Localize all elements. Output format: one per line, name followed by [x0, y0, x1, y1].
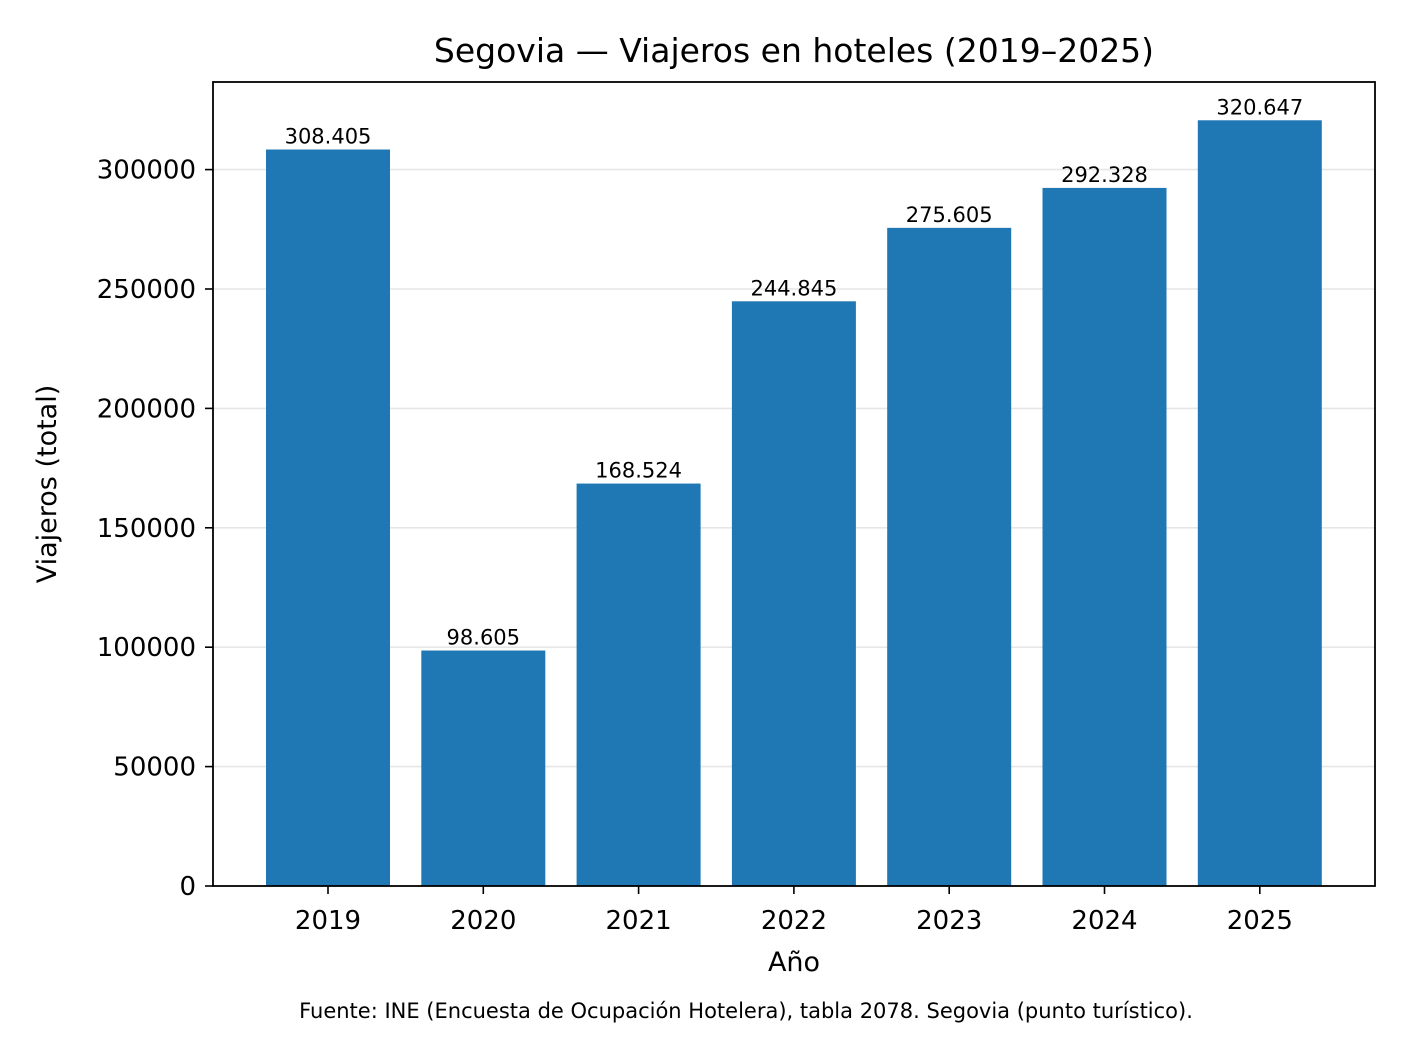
y-tick-label: 300000	[97, 156, 196, 186]
bar-2019	[266, 149, 390, 887]
source-note: Fuente: INE (Encuesta de Ocupación Hotel…	[299, 999, 1193, 1023]
data-label-2024: 292.328	[1061, 163, 1148, 187]
bar-2020	[421, 650, 546, 886]
bar-2024	[1042, 187, 1167, 887]
y-tick-label: 100000	[97, 633, 196, 663]
x-tick-label: 2021	[606, 906, 672, 936]
y-tick-label: 200000	[97, 394, 196, 424]
y-tick-label: 0	[179, 872, 196, 902]
y-tick-label: 250000	[97, 275, 196, 305]
y-tick-label: 150000	[97, 514, 196, 544]
data-label-2019: 308.405	[285, 125, 372, 149]
x-tick-label: 2020	[450, 906, 516, 936]
bar-2025	[1197, 120, 1322, 887]
bars	[266, 120, 1322, 887]
x-tick-label: 2022	[761, 906, 827, 936]
x-axis-ticks: 2019 2020 2021 2022 2023 2024 2025	[295, 886, 1293, 936]
bar-2021	[576, 483, 701, 886]
x-tick-label: 2024	[1071, 906, 1137, 936]
y-axis-label: Viajeros (total)	[32, 385, 63, 584]
chart-title: Segovia — Viajeros en hoteles (2019–2025…	[434, 31, 1154, 70]
x-tick-label: 2025	[1227, 906, 1293, 936]
y-axis-ticks: 0 50000 100000 150000 200000 250000 300000	[97, 156, 213, 902]
bar-2023	[887, 227, 1012, 886]
data-label-2022: 244.845	[750, 276, 837, 300]
data-label-2021: 168.524	[595, 459, 682, 483]
y-tick-label: 50000	[113, 753, 196, 783]
data-labels: 308.405 98.605 168.524 244.845 275.605 292.32…	[285, 95, 1304, 649]
data-label-2020: 98.605	[447, 626, 520, 650]
bar-2022	[731, 301, 856, 886]
data-label-2023: 275.605	[906, 203, 993, 227]
x-tick-label: 2019	[295, 906, 361, 936]
x-tick-label: 2023	[916, 906, 982, 936]
data-label-2025: 320.647	[1216, 95, 1303, 119]
x-axis-label: Año	[768, 947, 820, 978]
